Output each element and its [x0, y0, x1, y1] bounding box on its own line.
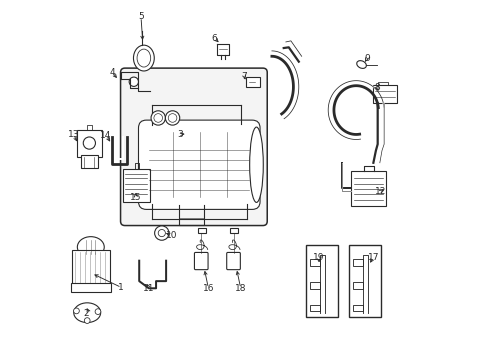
Text: 14: 14 [100, 131, 112, 140]
Circle shape [83, 137, 96, 149]
Text: 1: 1 [119, 283, 124, 292]
Ellipse shape [250, 127, 263, 202]
Text: 7: 7 [242, 72, 247, 81]
Bar [197, 228, 205, 233]
Circle shape [166, 111, 180, 125]
Text: 6: 6 [212, 34, 218, 43]
FancyBboxPatch shape [195, 252, 208, 270]
Text: 4: 4 [109, 68, 115, 77]
FancyBboxPatch shape [227, 252, 240, 270]
FancyBboxPatch shape [139, 120, 260, 210]
Text: 12: 12 [375, 187, 386, 196]
Bar [310, 259, 320, 266]
Bar [310, 305, 320, 311]
Bar [81, 154, 98, 168]
Circle shape [168, 114, 177, 122]
Circle shape [154, 114, 163, 122]
Text: 8: 8 [374, 83, 380, 92]
Circle shape [158, 229, 166, 237]
Ellipse shape [137, 49, 151, 67]
Bar [246, 77, 260, 87]
Circle shape [151, 111, 166, 125]
Text: 18: 18 [235, 284, 246, 293]
Bar [230, 228, 238, 233]
Text: 15: 15 [130, 193, 142, 202]
Bar [123, 168, 149, 202]
Circle shape [155, 226, 169, 240]
Circle shape [129, 77, 139, 86]
Text: 17: 17 [368, 253, 379, 262]
Bar [72, 250, 110, 286]
Ellipse shape [74, 303, 100, 323]
Text: 5: 5 [138, 12, 144, 21]
Text: 13: 13 [68, 130, 79, 139]
Bar [353, 282, 364, 289]
Ellipse shape [133, 45, 154, 71]
Text: 16: 16 [203, 284, 214, 293]
Circle shape [84, 318, 90, 323]
Text: 3: 3 [177, 130, 183, 139]
Bar [353, 259, 364, 266]
Bar [310, 282, 320, 289]
Bar [351, 171, 386, 206]
Text: 2: 2 [84, 309, 89, 318]
Bar [353, 305, 364, 311]
Ellipse shape [77, 237, 104, 257]
Circle shape [95, 309, 101, 315]
Bar [349, 244, 381, 317]
Bar [71, 283, 111, 292]
Bar [373, 85, 397, 103]
Text: 11: 11 [143, 284, 155, 293]
Text: 19: 19 [313, 253, 324, 262]
FancyBboxPatch shape [121, 68, 267, 226]
Ellipse shape [357, 60, 367, 68]
Text: 10: 10 [166, 231, 177, 240]
Bar [306, 244, 338, 317]
Circle shape [74, 308, 79, 314]
Bar [77, 130, 101, 157]
Text: 9: 9 [364, 54, 370, 63]
